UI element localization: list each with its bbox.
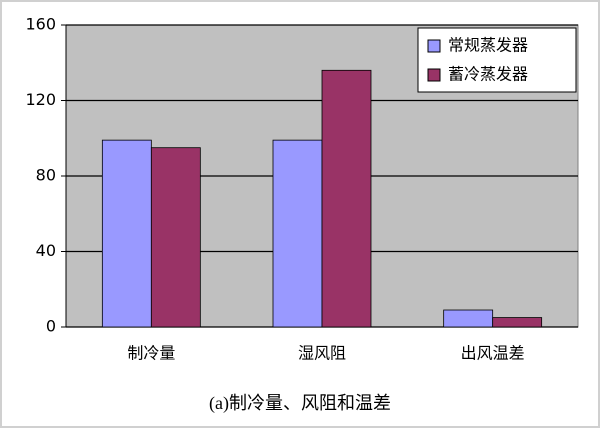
- legend-swatch: [427, 39, 441, 53]
- legend-label: 常规蒸发器: [448, 36, 528, 55]
- legend-label: 蓄冷蒸发器: [448, 65, 528, 84]
- caption: (a)制冷量、风阻和温差: [209, 393, 391, 414]
- bar: [150, 147, 201, 328]
- y-tick-label: 160: [25, 15, 56, 34]
- bar: [272, 139, 323, 328]
- legend-swatch: [427, 68, 441, 82]
- y-tick-label: 120: [25, 90, 56, 109]
- legend-box: [417, 27, 577, 93]
- bar: [443, 309, 494, 328]
- y-tick-label: 80: [36, 166, 56, 185]
- x-tick-label: 制冷量: [127, 344, 175, 363]
- bar: [101, 139, 152, 328]
- bar: [321, 69, 372, 328]
- bars: [101, 69, 543, 328]
- x-tick-label: 出风温差: [461, 344, 525, 363]
- bar: [492, 317, 543, 328]
- x-tick-label: 湿风阻: [298, 344, 346, 363]
- y-tick-label: 40: [36, 241, 56, 260]
- y-tick-label: 0: [46, 317, 56, 336]
